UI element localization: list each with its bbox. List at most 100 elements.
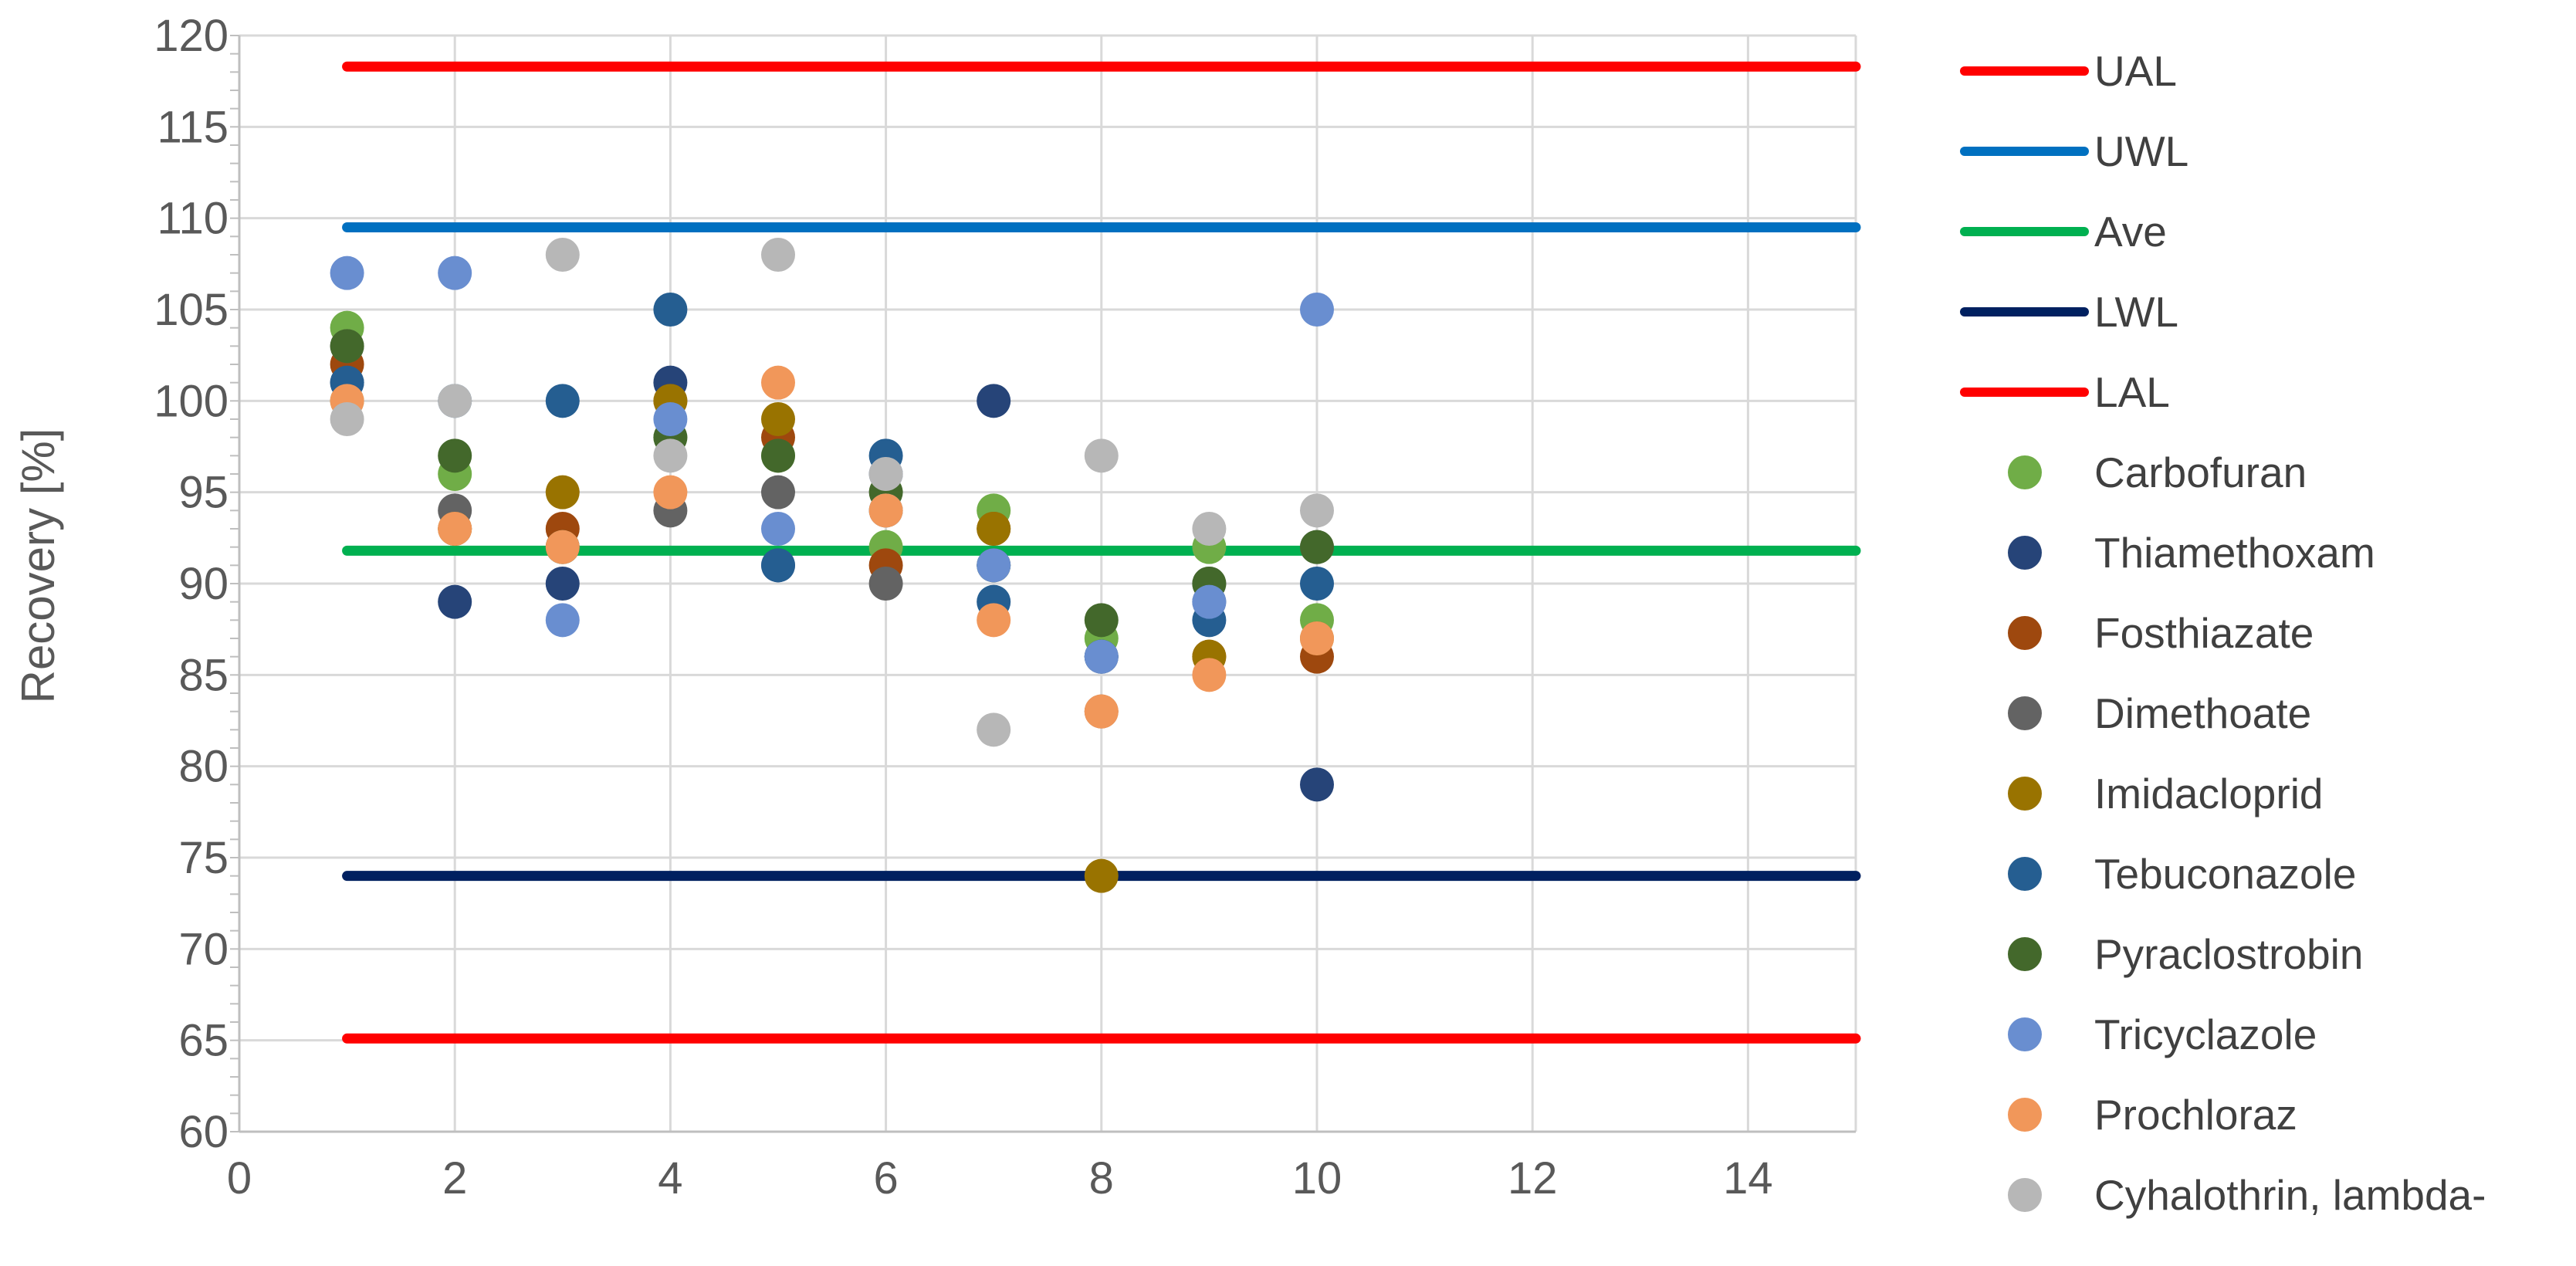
legend-label: Tebuconazole: [2094, 850, 2356, 898]
data-point: [545, 238, 580, 272]
x-tick-label: 10: [1292, 1153, 1342, 1203]
data-point: [438, 512, 472, 546]
x-tick-label: 14: [1723, 1153, 1773, 1203]
data-point: [438, 384, 472, 418]
legend-marker-swatch: [2008, 536, 2042, 570]
y-tick-label: 95: [178, 468, 228, 518]
data-point: [438, 584, 472, 619]
data-point: [438, 256, 472, 290]
data-point: [868, 493, 903, 528]
data-point: [545, 567, 580, 601]
series-cyhalothrin-lambda: [330, 238, 1334, 747]
y-tick-label: 80: [178, 742, 228, 792]
x-tick-label: 2: [442, 1153, 467, 1203]
legend-label: UWL: [2094, 127, 2188, 175]
data-point: [977, 512, 1011, 546]
data-point: [1300, 767, 1334, 802]
data-point: [1192, 512, 1227, 546]
data-point: [761, 238, 795, 272]
data-point: [1300, 621, 1334, 655]
legend-marker-swatch: [2008, 696, 2042, 730]
data-point: [868, 457, 903, 491]
y-axis-title: Recovery [%]: [12, 428, 64, 704]
data-point: [1192, 584, 1227, 619]
legend-label: Pyraclostrobin: [2094, 930, 2363, 978]
legend-label: Tricyclazole: [2094, 1010, 2317, 1058]
data-point: [1084, 858, 1119, 893]
series-dimethoate: [330, 329, 1334, 674]
x-tick-label: 8: [1089, 1153, 1114, 1203]
x-axis-tick-labels: 0 2 4 6 8 10 12 14: [227, 1153, 1773, 1203]
legend-label: Dimethoate: [2094, 689, 2311, 737]
legend-marker-swatch: [2008, 777, 2042, 811]
legend-label: LWL: [2094, 288, 2178, 336]
data-point: [1084, 639, 1119, 674]
data-point: [1300, 567, 1334, 601]
data-point: [653, 402, 688, 436]
legend-marker-swatch: [2008, 857, 2042, 891]
x-tick-label: 0: [227, 1153, 252, 1203]
y-tick-label: 120: [154, 11, 228, 61]
series-pyraclostrobin: [330, 329, 1334, 638]
legend-marker-swatch: [2008, 937, 2042, 971]
y-axis-tick-labels: 60 65 70 75 80 85 90 95 100 105 110 115 120: [154, 11, 228, 1157]
data-point: [438, 438, 472, 473]
y-tick-label: 65: [178, 1016, 228, 1066]
legend-label: Prochloraz: [2094, 1091, 2297, 1139]
data-point: [761, 438, 795, 473]
legend-marker-swatch: [2008, 616, 2042, 650]
axes: [238, 36, 1856, 1133]
y-tick-label: 90: [178, 559, 228, 609]
data-point: [761, 548, 795, 583]
data-point: [1192, 658, 1227, 692]
data-point: [1300, 493, 1334, 528]
legend-label: LAL: [2094, 368, 2170, 416]
data-point: [653, 438, 688, 473]
legend-label: Cyhalothrin, lambda-: [2094, 1171, 2486, 1219]
y-axis-minor-ticks: [230, 35, 239, 1132]
data-point: [545, 384, 580, 418]
series-tricyclazole: [330, 256, 1334, 674]
series-carbofuran: [330, 310, 1334, 655]
data-point: [761, 475, 795, 509]
legend-marker-swatch: [2008, 1017, 2042, 1051]
data-point: [868, 567, 903, 601]
legend-label: Carbofuran: [2094, 449, 2307, 496]
legend-marker-swatch: [2008, 1178, 2042, 1212]
legend: UAL UWL Ave LWL LAL Carbofuran Thiamethoxam Fos…: [1960, 47, 2486, 1219]
data-point: [761, 402, 795, 436]
legend-marker-swatch: [2008, 1098, 2042, 1132]
legend-label: Thiamethoxam: [2094, 529, 2375, 577]
data-point: [545, 603, 580, 638]
data-point: [545, 530, 580, 564]
x-tick-label: 12: [1508, 1153, 1558, 1203]
y-tick-label: 70: [178, 924, 228, 974]
y-tick-label: 85: [178, 650, 228, 700]
legend-label: Imidacloprid: [2094, 770, 2324, 817]
data-point: [330, 329, 364, 364]
series-imidacloprid: [330, 384, 1334, 893]
y-tick-label: 115: [157, 102, 228, 152]
data-point: [330, 256, 364, 290]
series-prochloraz: [330, 365, 1334, 729]
data-point: [761, 365, 795, 400]
data-point: [1084, 694, 1119, 729]
series-tebuconazole: [330, 293, 1334, 674]
y-tick-label: 60: [178, 1107, 228, 1157]
data-point: [977, 384, 1011, 418]
data-point: [977, 548, 1011, 583]
reference-lines: [342, 61, 1861, 1044]
x-tick-label: 4: [658, 1153, 682, 1203]
x-tick-label: 6: [873, 1153, 898, 1203]
gridlines: [239, 34, 1857, 1132]
y-tick-label: 100: [154, 376, 228, 426]
data-points: [330, 238, 1334, 893]
data-point: [977, 713, 1011, 747]
y-tick-label: 110: [157, 194, 228, 244]
data-point: [1084, 438, 1119, 473]
series-fosthiazate: [330, 347, 1334, 729]
legend-marker-swatch: [2008, 455, 2042, 489]
y-tick-label: 105: [154, 285, 228, 335]
data-point: [761, 512, 795, 546]
